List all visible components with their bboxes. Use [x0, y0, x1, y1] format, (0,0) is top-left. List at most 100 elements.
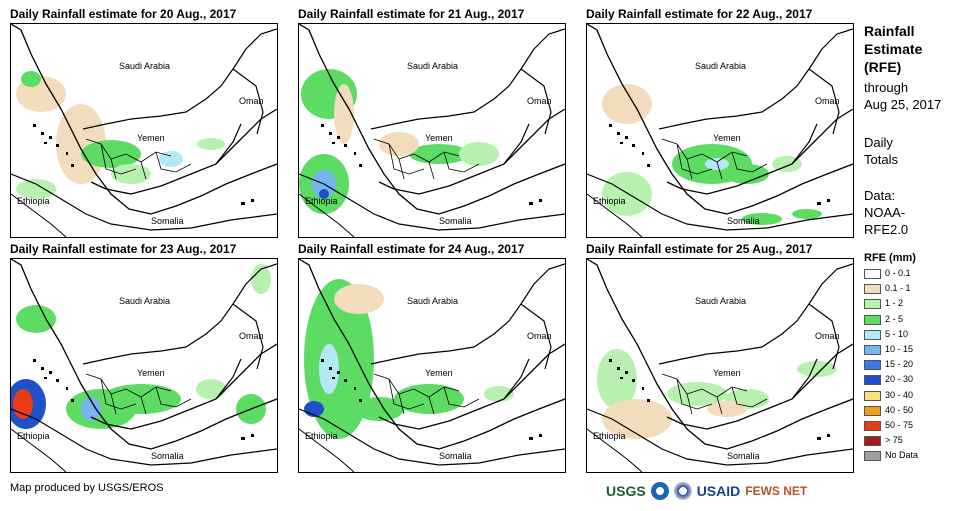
coastline [11, 24, 277, 215]
label-ethiopia: Ethiopia [305, 196, 338, 206]
rainfall-area [394, 384, 464, 414]
legend-label: 15 - 20 [885, 359, 914, 370]
saudi-oman-border [232, 303, 264, 370]
fewsnet-logo: FEWS NET [745, 484, 808, 498]
rainfall-area [667, 382, 727, 406]
label-yemen: Yemen [713, 368, 741, 378]
legend-swatch [864, 436, 881, 447]
admin-borders [85, 373, 192, 415]
map-base [587, 24, 853, 237]
rainfall-area [16, 305, 56, 333]
saudi-oman-border [232, 68, 264, 135]
arabia-south-coast [90, 108, 277, 195]
label-oman: Oman [239, 96, 264, 106]
arabia-south-coast [666, 343, 853, 430]
rainfall-area [334, 284, 384, 314]
legend-swatch [864, 269, 881, 279]
legend-label: 20 - 30 [885, 374, 914, 385]
rainfall-map: Saudi Arabia Oman Yemen Ethiopia Somalia [10, 258, 278, 473]
label-ethiopia: Ethiopia [305, 431, 338, 441]
legend-label: 50 - 75 [885, 420, 914, 430]
coastline [299, 24, 565, 215]
rainfall-map: Saudi Arabia Oman Yemen Ethiopia Somalia [586, 258, 854, 473]
label-saudi-arabia: Saudi Arabia [119, 61, 171, 71]
label-saudi-arabia: Saudi Arabia [695, 61, 747, 71]
rainfall-area [81, 397, 101, 421]
saudi-oman-border [808, 303, 840, 370]
label-saudi-arabia: Saudi Arabia [407, 296, 459, 306]
legend-label: 30 - 40 [885, 389, 914, 400]
label-oman: Oman [815, 96, 840, 106]
gulf-of-oman-coast [520, 28, 565, 70]
label-ethiopia: Ethiopia [17, 431, 50, 441]
rainfall-map: Saudi Arabia Oman Yemen Ethiopia Somalia [298, 23, 566, 238]
rainfall-area [602, 84, 652, 124]
rainfall-area [459, 142, 499, 166]
rainfall-area [304, 279, 374, 439]
admin-borders [661, 373, 768, 415]
label-saudi-arabia: Saudi Arabia [119, 296, 171, 306]
rainfall-area [319, 189, 329, 199]
logo-bar: USGS USAID FEWS NET [606, 480, 807, 502]
ethiopia-border [11, 428, 67, 472]
arabia-south-coast [378, 343, 565, 430]
coastal-islands [321, 124, 542, 205]
label-somalia: Somalia [727, 216, 760, 226]
label-yemen: Yemen [425, 368, 453, 378]
legend-swatch [864, 390, 881, 401]
legend-label: 0.1 - 1 [885, 283, 911, 294]
rainfall-area [705, 158, 729, 170]
legend-swatch [864, 284, 881, 295]
label-somalia: Somalia [151, 451, 184, 461]
africa-horn [11, 408, 277, 466]
gulf-of-oman-coast [808, 263, 853, 305]
africa-horn [11, 173, 277, 231]
side-title: Rainfall Estimate (RFE) [864, 23, 923, 75]
saudi-yemen-border [658, 303, 810, 365]
legend-swatch [864, 405, 881, 416]
label-yemen: Yemen [713, 133, 741, 143]
coastal-islands [33, 124, 254, 205]
rainfall-area [379, 132, 419, 156]
footer-credit: Map produced by USGS/EROS [10, 482, 164, 494]
label-somalia: Somalia [439, 451, 472, 461]
panel-title: Daily Rainfall estimate for 22 Aug., 201… [586, 7, 813, 21]
saudi-yemen-border [370, 303, 522, 365]
side-through: through [864, 80, 909, 95]
label-oman: Oman [815, 331, 840, 341]
rainfall-area [797, 361, 837, 377]
side-daily-totals: Daily Totals [864, 135, 898, 167]
arabia-south-coast [378, 108, 565, 195]
saudi-yemen-border [658, 68, 810, 130]
coastline [299, 259, 565, 450]
legend-label: > 75 [885, 435, 903, 446]
gulf-of-oman-coast [232, 263, 277, 305]
rainfall-map: Saudi Arabia Oman Yemen Ethiopia Somalia [586, 23, 854, 238]
saudi-oman-border [520, 303, 552, 370]
africa-horn [299, 173, 565, 231]
map-base [299, 24, 565, 237]
rainfall-area [602, 172, 652, 216]
usgs-logo: USGS [606, 483, 646, 499]
rainfall-area [21, 71, 41, 87]
ethiopia-border [299, 428, 355, 472]
legend-label: 40 - 50 [885, 404, 914, 415]
side-data-source: Data: NOAA- RFE2.0 [864, 188, 909, 237]
saudi-yemen-border [82, 68, 234, 130]
map-base [587, 259, 853, 472]
legend-swatch [864, 299, 881, 310]
saudi-yemen-border [370, 68, 522, 130]
label-saudi-arabia: Saudi Arabia [695, 296, 747, 306]
admin-borders [85, 138, 192, 180]
legend-label: No Data [885, 450, 919, 461]
admin-borders [661, 138, 768, 180]
rainfall-area [196, 379, 226, 399]
admin-borders [373, 138, 480, 180]
arabia-south-coast [666, 108, 853, 195]
panel-title: Daily Rainfall estimate for 25 Aug., 201… [586, 242, 813, 256]
rainfall-area [792, 209, 822, 219]
rainfall-area [251, 264, 271, 294]
label-yemen: Yemen [137, 368, 165, 378]
rainfall-area [707, 401, 747, 417]
label-ethiopia: Ethiopia [593, 196, 626, 206]
